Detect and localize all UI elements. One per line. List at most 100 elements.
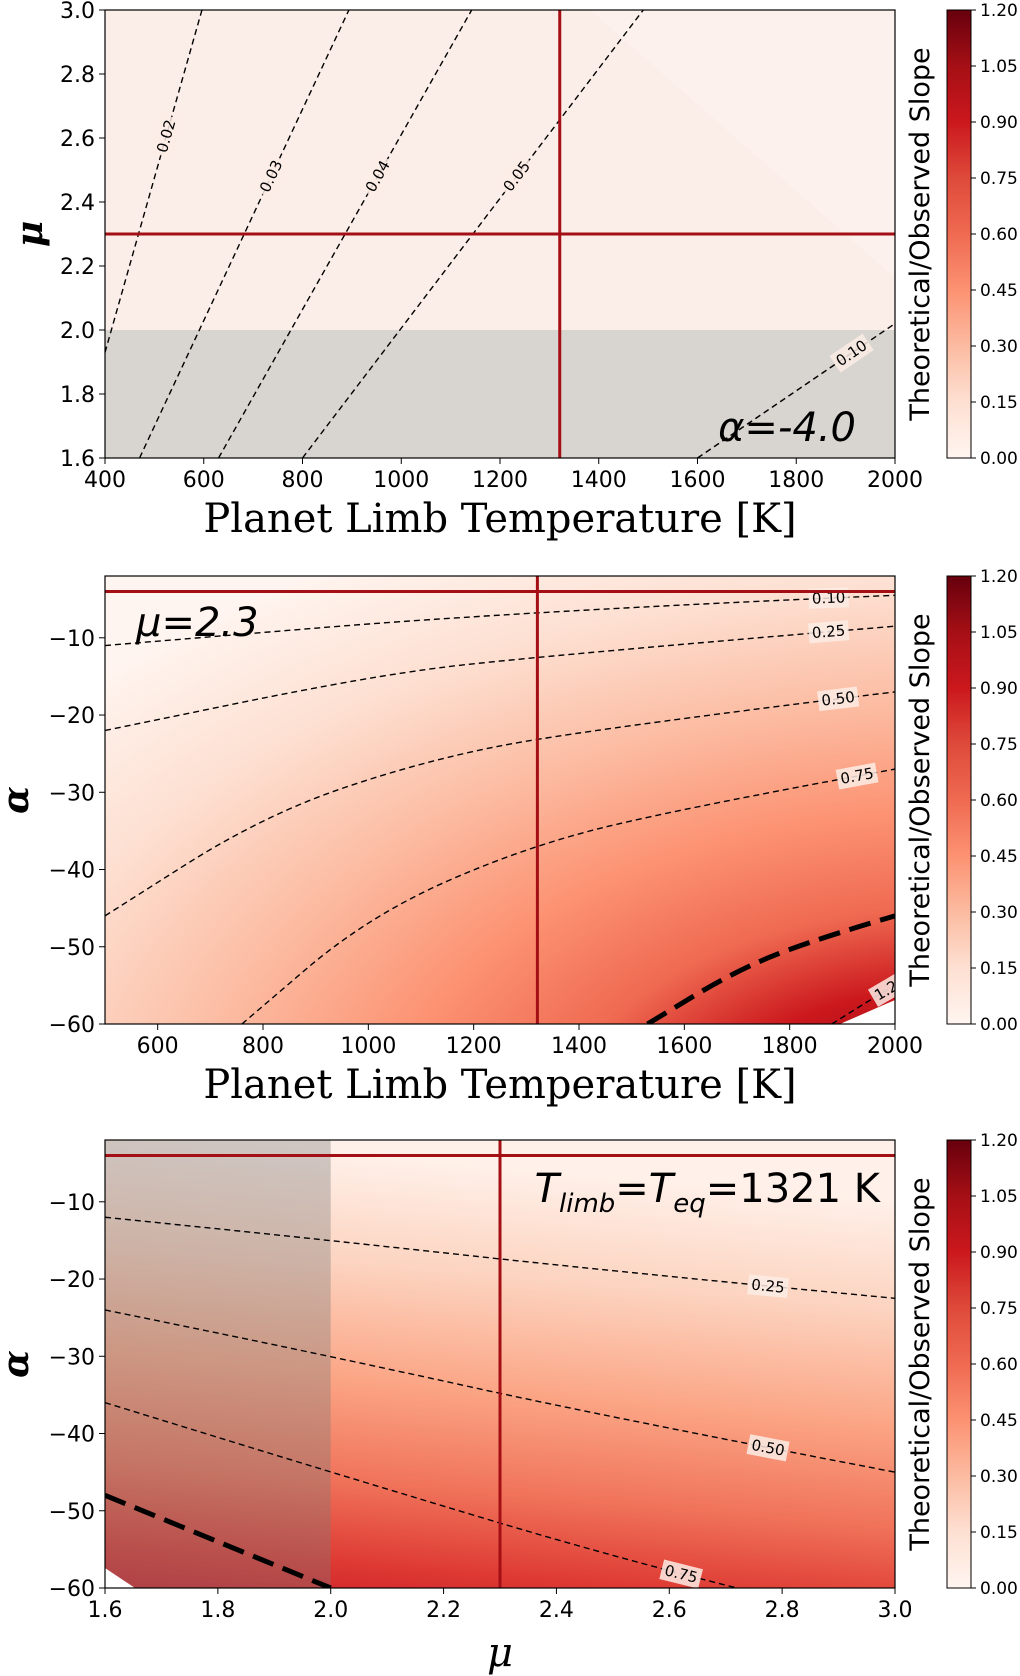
colorbar-2-tick-label: 1.20 xyxy=(980,567,1018,587)
panel-3-contour-label-bg-0.50 xyxy=(746,1434,790,1462)
panel-3-ytick-label: −50 xyxy=(49,1500,95,1525)
panel-3-xtick-label: 1.6 xyxy=(88,1598,123,1623)
panel-3-xtick-label: 2.2 xyxy=(426,1598,461,1623)
panel-1-xtick-label: 800 xyxy=(282,468,324,493)
panel-2-contour-label-0.50: 0.50 xyxy=(820,688,855,710)
panel-3-contour-line-0.75 xyxy=(105,1401,738,1588)
panel-2-contour-line-0.75 xyxy=(241,768,895,1024)
colorbar-2-label: Theoretical/Observed Slope xyxy=(905,613,936,987)
panel-2-xtick-label: 1400 xyxy=(551,1034,607,1059)
panel-3-ytick-label: −60 xyxy=(49,1577,95,1602)
colorbar-1-tick-label: 0.90 xyxy=(980,113,1018,133)
colorbar-3-tick-label: 1.05 xyxy=(980,1187,1018,1207)
annotation-value: =1321 K xyxy=(706,1166,882,1212)
panel-3-ytick-label: −20 xyxy=(49,1268,95,1293)
panel-2: 0.100.250.500.751.25 600 800 1000 1200 1400 1… xyxy=(0,567,1018,1108)
panel-1-contour-line-0.05 xyxy=(301,10,645,458)
colorbar-2: 0.00 0.15 0.30 0.45 0.60 0.75 0.90 1.05 1.20 The… xyxy=(905,567,1018,1035)
panel-2-contour-line-0.25 xyxy=(105,625,895,732)
panel-1-xtick-label: 1200 xyxy=(472,468,528,493)
panel-2-contour-label-0.10: 0.10 xyxy=(812,588,846,607)
panel-2-contour-label-bg-0.75 xyxy=(835,762,879,790)
panel-2-plot-area: 0.100.250.500.751.25 xyxy=(105,576,895,1024)
panel-2-background xyxy=(105,576,895,1024)
panel-2-ytick-label: −20 xyxy=(49,704,95,729)
panel-3-contour-line-0.50 xyxy=(105,1309,895,1473)
colorbar-3-label: Theoretical/Observed Slope xyxy=(905,1177,936,1551)
panel-2-contour-label-0.75: 0.75 xyxy=(839,764,875,788)
annotation-t-eq: T xyxy=(649,1166,677,1212)
panel-3-xtick-label: 2.4 xyxy=(539,1598,574,1623)
panel-3-ytick-label: −10 xyxy=(49,1191,95,1216)
panel-1-contour-label-bg-0.05 xyxy=(496,154,537,199)
panel-2-contour-label-bg-1.25 xyxy=(867,969,895,1007)
colorbar-3-gradient xyxy=(946,1139,972,1589)
panel-1-contour-label-bg-0.04 xyxy=(359,153,397,199)
panel-1-ytick-label: 2.8 xyxy=(60,63,95,88)
panel-1-contour-label-bg-0.02 xyxy=(151,114,182,159)
panel-2-contour-label-0.25: 0.25 xyxy=(811,621,846,642)
colorbar-2-tick-label: 0.15 xyxy=(980,959,1018,979)
panel-1-xtick-label: 1800 xyxy=(768,468,824,493)
panel-3-contour-line-1.00 xyxy=(105,1492,332,1588)
annotation-t-limb: T xyxy=(535,1166,563,1212)
panel-1-ytick-label: 1.6 xyxy=(60,447,95,472)
panel-3: 0.25 0.50 0.75 1.6 1.8 2.0 2.2 2.4 2.6 2.8 3.0 −1… xyxy=(0,1131,1018,1676)
panel-1-ylabel: μ xyxy=(9,221,51,247)
annotation-sub-limb: limb xyxy=(559,1189,615,1219)
panel-3-xtick-label: 1.8 xyxy=(200,1598,235,1623)
panel-2-xtick-label: 800 xyxy=(242,1034,284,1059)
panel-2-ytick-label: −60 xyxy=(49,1013,95,1038)
colorbar-1-tick-label: 1.05 xyxy=(980,57,1018,77)
panel-1-contour-line-0.04 xyxy=(217,10,473,458)
colorbar-2-gradient xyxy=(946,575,972,1025)
colorbar-3-tick-label: 1.20 xyxy=(980,1131,1018,1151)
panel-1-contour-line-0.02 xyxy=(105,10,203,353)
colorbar-1-tick-label: 1.20 xyxy=(980,1,1018,21)
colorbar-1-tick-label: 0.60 xyxy=(980,225,1018,245)
panel-3-ytick-label: −30 xyxy=(49,1345,95,1370)
panel-1-xtick-label: 2000 xyxy=(867,468,923,493)
panel-2-out-of-range-region xyxy=(840,1000,895,1024)
colorbar-2-tick-label: 0.90 xyxy=(980,679,1018,699)
colorbar-1-tick-label: 0.30 xyxy=(980,337,1018,357)
panel-3-contour-label-bg-0.75 xyxy=(659,1559,703,1588)
panel-1-xtick-label: 1000 xyxy=(373,468,429,493)
panel-2-xtick-label: 2000 xyxy=(867,1034,923,1059)
panel-2-frame xyxy=(104,575,896,1025)
panel-1-contour-line-0.03 xyxy=(138,10,350,458)
colorbar-3: 0.00 0.15 0.30 0.45 0.60 0.75 0.90 1.05 1.20 The… xyxy=(905,1131,1018,1599)
panel-1-xtick-label: 1400 xyxy=(571,468,627,493)
panel-3-contour-line-0.25 xyxy=(105,1216,895,1300)
panel-3-ylabel: α xyxy=(0,1350,37,1378)
colorbar-1-tick-label: 0.75 xyxy=(980,169,1018,189)
panel-2-contour-label-bg-0.50 xyxy=(817,686,860,712)
colorbar-2-tick-label: 0.75 xyxy=(980,735,1018,755)
colorbar-3-tick-label: 0.15 xyxy=(980,1523,1018,1543)
panel-1-xtick-label: 400 xyxy=(84,468,126,493)
panel-1-xtick-label: 1600 xyxy=(670,468,726,493)
panel-1-ytick-label: 2.6 xyxy=(60,127,95,152)
panel-3-out-of-range-region xyxy=(105,1568,135,1588)
panel-3-xlabel: μ xyxy=(487,1630,513,1676)
colorbar-3-tick-label: 0.75 xyxy=(980,1299,1018,1319)
colorbar-1-label: Theoretical/Observed Slope xyxy=(905,47,936,421)
colorbar-1-tick-label: 0.15 xyxy=(980,393,1018,413)
panel-1-ytick-label: 1.8 xyxy=(60,383,95,408)
panel-1-ytick-label: 2.2 xyxy=(60,255,95,280)
panel-2-xtick-label: 1000 xyxy=(340,1034,396,1059)
annotation-equals: = xyxy=(615,1166,649,1212)
panel-1-ytick-label: 3.0 xyxy=(60,0,95,24)
panel-3-frame xyxy=(104,1139,896,1589)
colorbar-3-tick-label: 0.30 xyxy=(980,1467,1018,1487)
panel-3-xtick-label: 3.0 xyxy=(878,1598,913,1623)
panel-1-shaded-region xyxy=(105,330,895,458)
colorbar-3-tick-label: 0.90 xyxy=(980,1243,1018,1263)
panel-2-ytick-label: −50 xyxy=(49,936,95,961)
annotation-sub-eq: eq xyxy=(673,1189,706,1219)
panel-3-shaded-region xyxy=(105,1140,331,1588)
panel-3-xtick-label: 2.0 xyxy=(313,1598,348,1623)
colorbar-2-tick-label: 0.45 xyxy=(980,847,1018,867)
colorbar-2-tick-label: 0.00 xyxy=(980,1015,1018,1035)
